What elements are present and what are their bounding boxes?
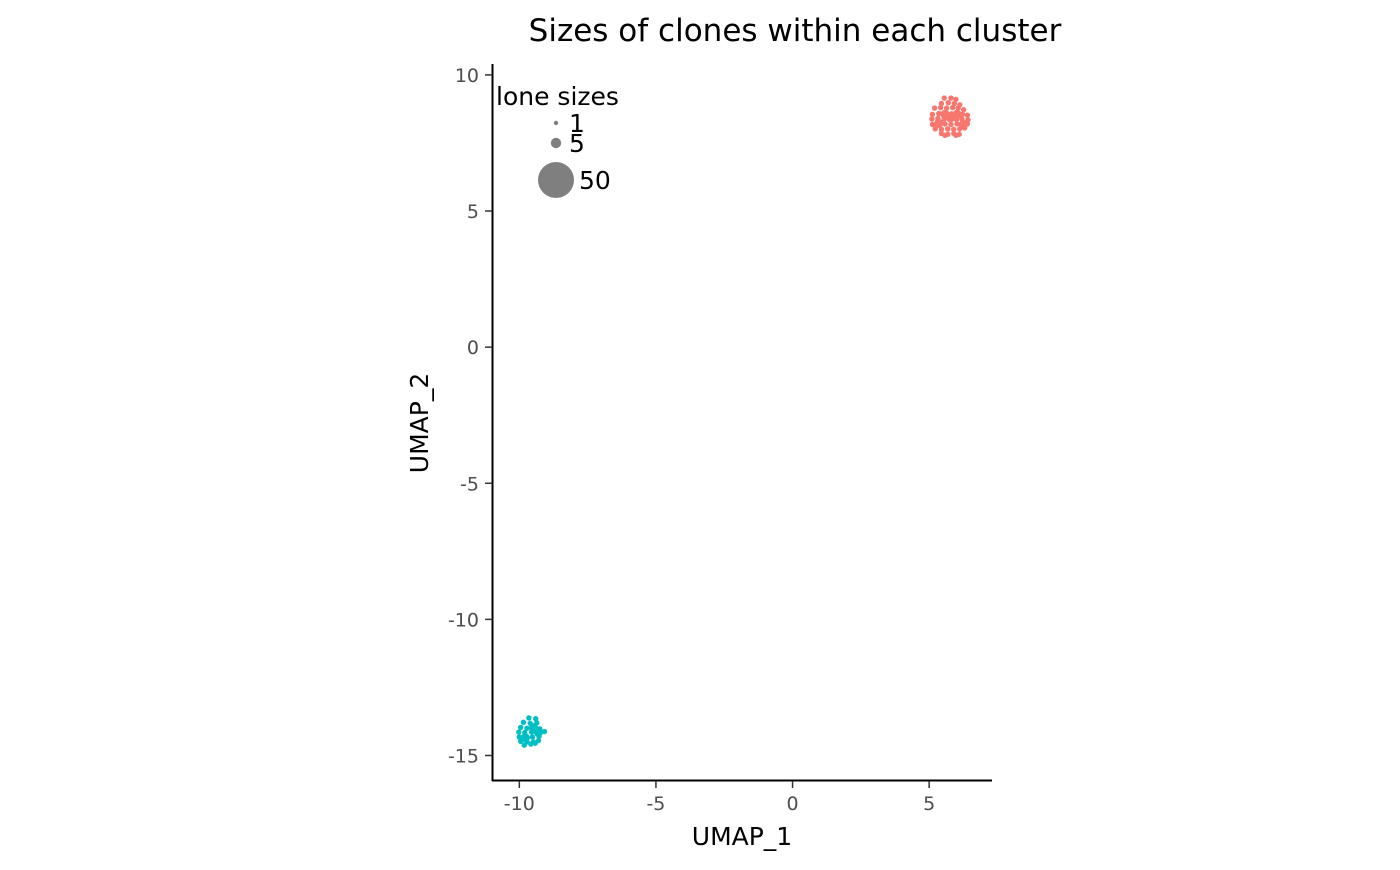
- x-tick-label: -5: [646, 793, 665, 815]
- data-point: [961, 125, 968, 131]
- data-point: [942, 132, 948, 139]
- data-point: [941, 95, 947, 101]
- data-point: [529, 734, 536, 740]
- legend-key: [553, 120, 559, 126]
- data-point: [929, 121, 936, 128]
- data-point: [955, 105, 961, 111]
- y-tick-label: 10: [455, 65, 479, 87]
- data-point: [954, 121, 960, 127]
- y-tick-label: -10: [448, 609, 479, 631]
- data-point: [949, 104, 956, 111]
- data-point: [943, 105, 950, 111]
- legend-key: [550, 137, 562, 149]
- y-tick-label: -15: [448, 745, 479, 767]
- data-point: [948, 121, 954, 128]
- legend-title: lone sizes: [496, 82, 619, 111]
- y-tick-label: 0: [467, 337, 479, 359]
- chart-title: Sizes of clones within each cluster: [529, 13, 1062, 49]
- data-point: [526, 715, 532, 721]
- data-point: [524, 725, 530, 731]
- data-point: [964, 121, 971, 127]
- data-point: [964, 112, 971, 118]
- points-layer: [516, 95, 971, 748]
- data-point: [536, 733, 542, 740]
- data-point: [957, 126, 963, 132]
- data-point: [517, 738, 524, 745]
- legend-label: 5: [569, 129, 585, 158]
- data-point: [960, 107, 967, 113]
- data-point: [953, 116, 960, 123]
- data-point: [533, 716, 539, 722]
- data-point: [929, 111, 936, 118]
- x-tick-label: 5: [923, 793, 935, 815]
- y-tick-label: -5: [460, 473, 479, 495]
- legend: lone sizes 15 50: [496, 82, 619, 198]
- data-point: [932, 126, 938, 132]
- x-axis-label: UMAP_1: [692, 822, 792, 851]
- data-point: [516, 729, 522, 735]
- y-tick-label: 5: [467, 201, 479, 223]
- data-point: [945, 126, 951, 132]
- data-point: [942, 121, 948, 127]
- data-point: [521, 742, 527, 748]
- data-point: [516, 734, 523, 740]
- data-point: [951, 100, 957, 107]
- legend-label: 1: [569, 109, 585, 138]
- data-point: [953, 96, 959, 103]
- y-ticks: 10 5 0 -5 -10 -15: [448, 65, 492, 767]
- data-point: [938, 126, 945, 133]
- data-point: [929, 116, 935, 122]
- data-point: [541, 728, 548, 735]
- x-tick-label: 0: [786, 793, 798, 815]
- data-point: [953, 132, 959, 139]
- data-point: [951, 126, 957, 133]
- data-point: [937, 104, 944, 111]
- legend-label: 50: [579, 166, 611, 195]
- x-ticks: -10 -5 0 5: [504, 781, 935, 815]
- data-point: [938, 100, 945, 107]
- data-point: [941, 116, 947, 122]
- data-point: [945, 99, 951, 106]
- data-point: [934, 118, 944, 128]
- data-point: [517, 724, 524, 731]
- data-point: [520, 719, 527, 725]
- y-axis-label: UMAP_2: [405, 373, 434, 473]
- data-point: [959, 111, 966, 118]
- data-point: [931, 105, 938, 111]
- x-tick-label: -10: [504, 793, 535, 815]
- data-point: [945, 113, 956, 123]
- data-point: [532, 740, 538, 746]
- data-point: [965, 117, 971, 123]
- data-point: [528, 741, 534, 747]
- legend-key: [538, 162, 574, 198]
- data-point: [528, 729, 535, 735]
- data-point: [936, 110, 942, 117]
- data-point: [948, 95, 954, 101]
